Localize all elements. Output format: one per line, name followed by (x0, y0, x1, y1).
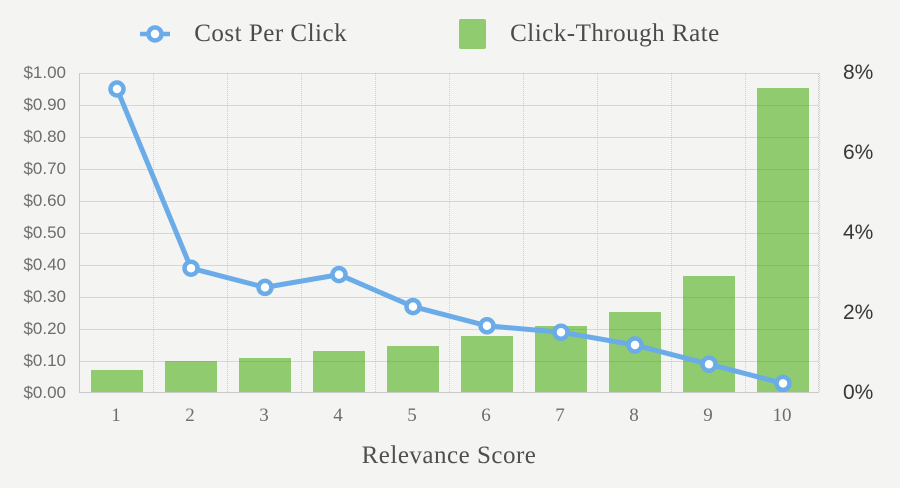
left-axis-tick: $0.40 (23, 255, 66, 274)
horizontal-gridline (80, 137, 818, 138)
vertical-gridline (671, 73, 672, 392)
vertical-gridline (523, 73, 524, 392)
left-axis-tick: $1.00 (23, 63, 66, 82)
bar-swatch-icon (459, 19, 487, 49)
vertical-gridline (819, 73, 820, 392)
legend-item-click-through-rate[interactable]: Click-Through Rate (459, 19, 720, 49)
bar-click-through-rate[interactable] (313, 351, 365, 392)
left-axis-tick: $0.00 (23, 383, 66, 402)
x-axis-title: Relevance Score (361, 442, 537, 469)
horizontal-gridline (80, 169, 818, 170)
left-axis-tick: $0.30 (23, 287, 66, 306)
left-axis-tick: $0.50 (23, 223, 66, 242)
line-point[interactable] (478, 317, 496, 335)
plot-area (79, 73, 820, 393)
line-point[interactable] (330, 265, 348, 284)
vertical-gridline (301, 73, 302, 392)
right-axis-tick: 6% (843, 141, 874, 164)
x-axis-tick: 1 (111, 405, 121, 426)
line-point[interactable] (182, 259, 200, 277)
vertical-gridline (745, 73, 746, 392)
line-point[interactable] (108, 80, 126, 98)
line-point[interactable] (256, 278, 274, 297)
x-axis-tick: 9 (703, 405, 713, 426)
left-axis-tick: $0.10 (23, 351, 66, 370)
legend: Cost Per Click Click-Through Rate (0, 10, 860, 58)
left-axis-tick: $0.60 (23, 191, 66, 210)
bar-click-through-rate[interactable] (91, 370, 143, 392)
horizontal-gridline (80, 233, 818, 234)
x-axis-tick: 5 (407, 405, 417, 426)
vertical-gridline (449, 73, 450, 392)
vertical-gridline (227, 73, 228, 392)
horizontal-gridline (80, 265, 818, 266)
horizontal-gridline (80, 73, 818, 74)
left-axis-tick: $0.70 (23, 159, 66, 178)
horizontal-gridline (80, 297, 818, 298)
left-axis-tick: $0.80 (23, 127, 66, 146)
horizontal-gridline (80, 105, 818, 106)
line-point[interactable] (700, 355, 718, 373)
line-point[interactable] (552, 323, 570, 341)
line-marker-icon (140, 25, 171, 43)
x-axis-tick: 8 (629, 405, 639, 426)
line-series (108, 80, 792, 393)
horizontal-gridline (80, 201, 818, 202)
bar-click-through-rate[interactable] (757, 88, 809, 392)
line-point[interactable] (626, 336, 644, 354)
legend-label-cost-per-click: Cost Per Click (194, 20, 348, 47)
x-axis-tick: 10 (772, 405, 792, 426)
line-point[interactable] (404, 297, 422, 316)
horizontal-gridline (80, 329, 818, 330)
x-axis-tick: 2 (185, 405, 195, 426)
legend-item-cost-per-click[interactable]: Cost Per Click (140, 20, 347, 48)
vertical-gridline (597, 73, 598, 392)
bar-click-through-rate[interactable] (387, 346, 439, 392)
vertical-gridline (153, 73, 154, 392)
right-axis-tick: 4% (843, 221, 874, 244)
vertical-gridline (375, 73, 376, 392)
x-axis-tick: 7 (555, 405, 565, 426)
left-axis-tick: $0.20 (23, 319, 66, 338)
x-axis-tick: 3 (259, 405, 269, 426)
bar-click-through-rate[interactable] (165, 361, 217, 392)
right-axis-tick: 2% (843, 301, 874, 324)
x-axis-tick: 4 (333, 405, 343, 426)
line-point[interactable] (774, 374, 792, 393)
horizontal-gridline (80, 361, 818, 362)
bar-click-through-rate[interactable] (461, 336, 513, 392)
left-axis-tick: $0.90 (23, 95, 66, 114)
right-axis-tick: 0% (843, 381, 874, 404)
cost-per-click-line (114, 86, 786, 386)
legend-label-click-through-rate: Click-Through Rate (510, 20, 720, 47)
x-axis-tick: 6 (481, 405, 491, 426)
bar-click-through-rate[interactable] (239, 358, 291, 392)
right-axis-tick: 8% (843, 61, 874, 84)
